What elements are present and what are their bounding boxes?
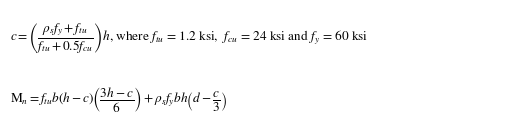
Text: $c = \left(\dfrac{\rho_s f_y + f_{tu}}{f_{tu} + 0.5 f_{cu}}\right)h$, where $f_{: $c = \left(\dfrac{\rho_s f_y + f_{tu}}{f… xyxy=(10,22,369,56)
Text: $\mathrm{M}_n = f_{tu}b(h-c)\left(\dfrac{3h-c}{6}\right) + \rho_s f_y bh\left(d : $\mathrm{M}_n = f_{tu}b(h-c)\left(\dfrac… xyxy=(10,85,228,114)
